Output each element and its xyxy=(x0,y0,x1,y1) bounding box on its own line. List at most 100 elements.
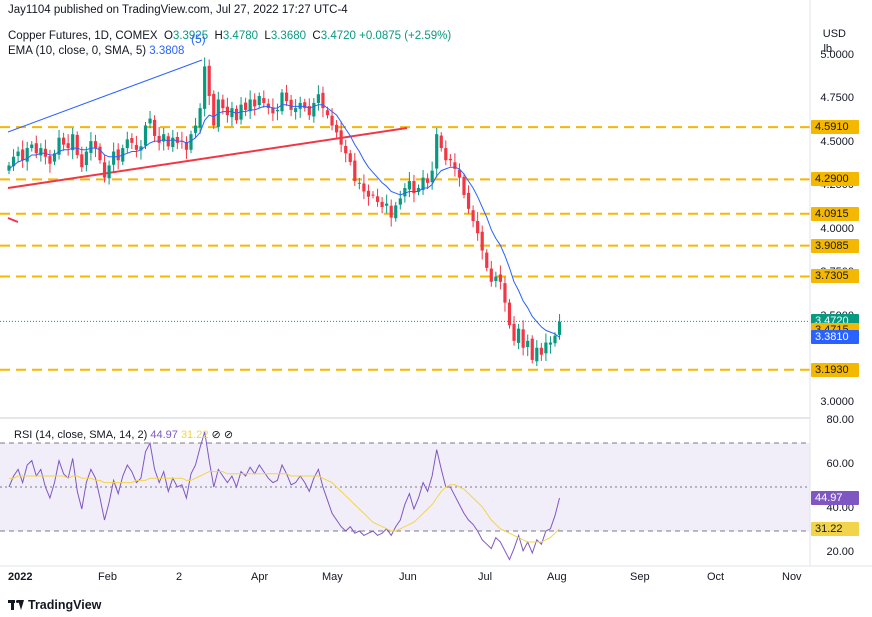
candle-body xyxy=(485,252,489,268)
candle-body xyxy=(453,162,457,169)
candle-body xyxy=(489,268,493,282)
level-badge: 3.9085 xyxy=(811,238,859,253)
candle-body xyxy=(262,98,266,103)
candle-body xyxy=(471,210,475,221)
candle-body xyxy=(171,137,175,148)
candle-body xyxy=(421,177,425,191)
candle-body xyxy=(230,108,234,118)
candle-body xyxy=(548,342,553,345)
candle-body xyxy=(16,151,20,157)
candle-body xyxy=(512,323,516,341)
candle-body xyxy=(107,165,111,179)
candle-body xyxy=(125,139,129,149)
candle-body xyxy=(289,99,293,110)
candle-body xyxy=(330,115,334,126)
price-tick-label: 3.0000 xyxy=(820,396,854,409)
candle-body xyxy=(466,192,471,209)
eye-off-icon[interactable]: ⊘ xyxy=(223,429,234,441)
time-tick-label: Aug xyxy=(547,571,567,583)
candle-body xyxy=(462,176,466,195)
rsi-line xyxy=(8,431,560,561)
candle-body xyxy=(557,321,562,335)
time-tick-label: 2022 xyxy=(8,571,33,583)
time-tick-label: 2 xyxy=(176,571,183,583)
candle-body xyxy=(476,221,480,234)
candle-body xyxy=(394,205,398,219)
time-tick-label: Nov xyxy=(782,571,802,583)
candle-body xyxy=(448,158,452,161)
ohlc-low: L3.3680 xyxy=(264,30,307,42)
candle-body xyxy=(275,109,280,112)
candle-body xyxy=(403,188,407,197)
candle-body xyxy=(284,92,289,102)
currency-unit: USD xyxy=(822,28,846,40)
candle-body xyxy=(535,347,539,362)
horizontal-levels xyxy=(0,126,810,371)
candlesticks xyxy=(7,57,562,367)
candle-body xyxy=(544,342,548,354)
time-tick-label: Sep xyxy=(630,571,650,583)
candle-body xyxy=(380,201,384,208)
candle-body xyxy=(102,162,107,178)
candle-body xyxy=(444,148,448,161)
candle-body xyxy=(239,104,243,120)
candle-body xyxy=(316,94,320,103)
candle-body xyxy=(353,160,357,182)
candle-body xyxy=(98,146,102,161)
rsi-ma-line xyxy=(9,471,560,543)
ema-label: EMA (10, close, 0, SMA, 5) xyxy=(8,45,147,57)
candle-body xyxy=(266,103,270,109)
candle-body xyxy=(11,156,16,167)
candle-body xyxy=(203,66,207,109)
time-tick-label: Jun xyxy=(399,571,417,583)
price-tick-label: 4.0000 xyxy=(820,222,854,235)
ohlc-open: O3.3925 xyxy=(163,30,209,42)
candle-body xyxy=(312,102,316,117)
candle-body xyxy=(30,144,34,149)
brand-name: TradingView xyxy=(28,598,102,612)
candle-body xyxy=(34,143,38,154)
candle-body xyxy=(130,138,134,143)
symbol-legend: Copper Futures, 1D, COMEX O3.3925 H3.478… xyxy=(8,30,451,42)
candle-body xyxy=(253,99,257,107)
time-tick-label: May xyxy=(322,571,343,583)
candle-body xyxy=(80,154,84,168)
rsi-tick-label: 40.00 xyxy=(826,502,854,514)
candle-body xyxy=(335,124,339,133)
level-badge: 4.0915 xyxy=(811,206,859,221)
time-tick-label: Oct xyxy=(707,571,725,583)
candle-body xyxy=(426,178,430,183)
price-tick-label: 5.0000 xyxy=(820,49,854,62)
candle-body xyxy=(143,125,148,146)
candle-body xyxy=(480,231,484,251)
candle-body xyxy=(389,205,393,218)
candle-body xyxy=(221,99,225,109)
trend-line-blue xyxy=(7,59,203,133)
eye-off-icon[interactable]: ⊘ xyxy=(211,429,221,441)
candle-body xyxy=(189,134,193,150)
rsi-legend: RSI (14, close, SMA, 14, 2) 44.97 31.22 … xyxy=(14,428,233,441)
candle-body xyxy=(503,283,507,303)
candle-body xyxy=(244,102,248,110)
candle-body xyxy=(271,107,275,114)
candle-body xyxy=(116,149,120,161)
time-tick-label: Feb xyxy=(98,571,117,583)
candle-body xyxy=(184,142,189,150)
candle-body xyxy=(303,102,307,109)
level-badge: 3.7305 xyxy=(811,269,859,284)
candle-body xyxy=(198,108,202,128)
rsi-tick-label: 60.00 xyxy=(826,458,854,470)
candle-body xyxy=(412,181,416,194)
rsi-badge: 31.22 xyxy=(811,521,859,536)
ohlc-high: H3.4780 xyxy=(214,30,259,42)
candle-body xyxy=(457,169,462,178)
time-tick-label: Jul xyxy=(478,571,493,583)
rsi-value: 44.97 xyxy=(150,429,178,441)
candle-body xyxy=(348,153,352,162)
publisher-line: Jay1104 published on TradingView.com, Ju… xyxy=(8,4,348,16)
candle-body xyxy=(539,347,543,355)
candle-body xyxy=(257,95,261,106)
ema-legend: EMA (10, close, 0, SMA, 5) 3.3808 xyxy=(8,45,184,57)
candle-body xyxy=(212,93,216,126)
